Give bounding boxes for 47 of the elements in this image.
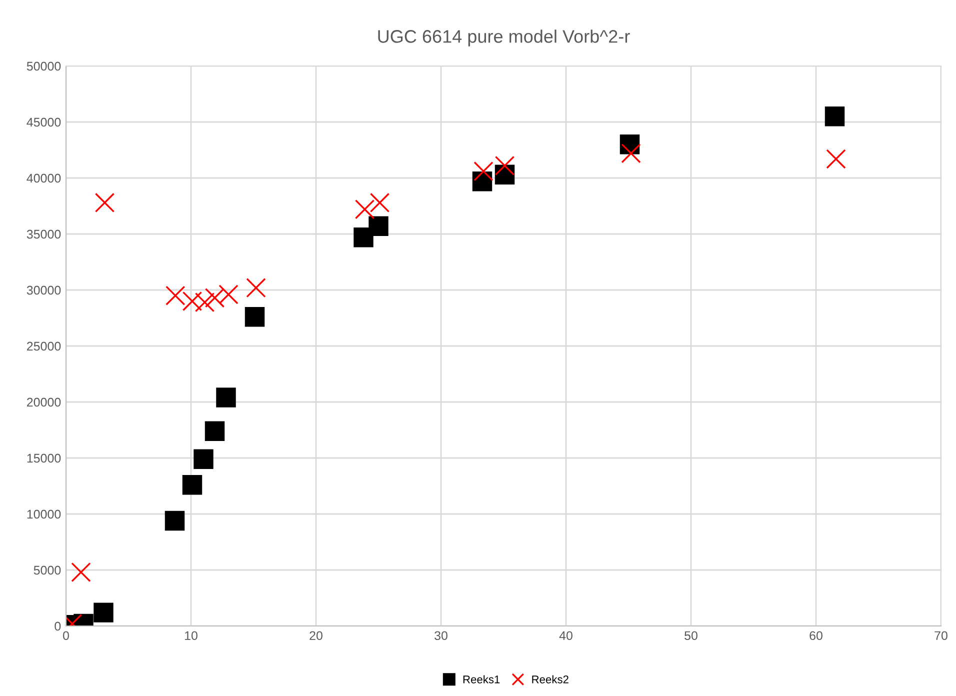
- point: [204, 421, 225, 441]
- point: [182, 291, 202, 312]
- point: [71, 562, 91, 582]
- y-tick-label: 35000: [26, 230, 61, 239]
- point: [474, 161, 494, 182]
- point: [494, 156, 515, 176]
- point: [368, 216, 388, 236]
- legend-label: Reeks2: [532, 675, 568, 684]
- x-tick-label: 40: [559, 631, 572, 640]
- point: [354, 227, 374, 248]
- point: [370, 192, 390, 213]
- point: [94, 192, 115, 213]
- x-tick-label: 50: [684, 631, 698, 640]
- y-tick-label: 5000: [34, 566, 61, 575]
- point: [182, 475, 202, 495]
- point: [824, 106, 845, 126]
- point: [94, 602, 114, 622]
- y-tick-label: 40000: [26, 174, 61, 183]
- point: [246, 278, 266, 298]
- point: [204, 288, 225, 308]
- point: [194, 449, 214, 469]
- x-tick-label: 0: [63, 631, 69, 640]
- y-tick-label: 0: [54, 622, 61, 631]
- y-tick-label: 50000: [26, 62, 61, 71]
- point: [166, 286, 186, 306]
- y-tick-label: 20000: [27, 398, 61, 407]
- y-tick-label: 25000: [27, 342, 61, 351]
- y-tick-label: 30000: [26, 286, 61, 295]
- y-tick-label: 15000: [27, 454, 61, 463]
- x-tick-label: 20: [310, 631, 322, 640]
- point: [218, 284, 238, 304]
- legend-label: Reeks1: [463, 675, 500, 684]
- point: [244, 307, 265, 327]
- y-tick-label: 45000: [26, 118, 61, 127]
- point: [621, 143, 641, 164]
- point: [216, 388, 236, 408]
- y-tick-label: 10000: [27, 510, 61, 519]
- point: [472, 171, 492, 192]
- point: [826, 149, 846, 169]
- x-tick-label: 60: [810, 631, 822, 640]
- chart-title: UGC 6614 pure model Vorb^2-r: [378, 30, 630, 46]
- point: [194, 292, 215, 312]
- x-tick-label: 10: [185, 631, 198, 640]
- point: [354, 199, 375, 220]
- x-tick-label: 30: [434, 631, 448, 640]
- point: [164, 510, 185, 531]
- x-tick-label: 70: [934, 631, 948, 640]
